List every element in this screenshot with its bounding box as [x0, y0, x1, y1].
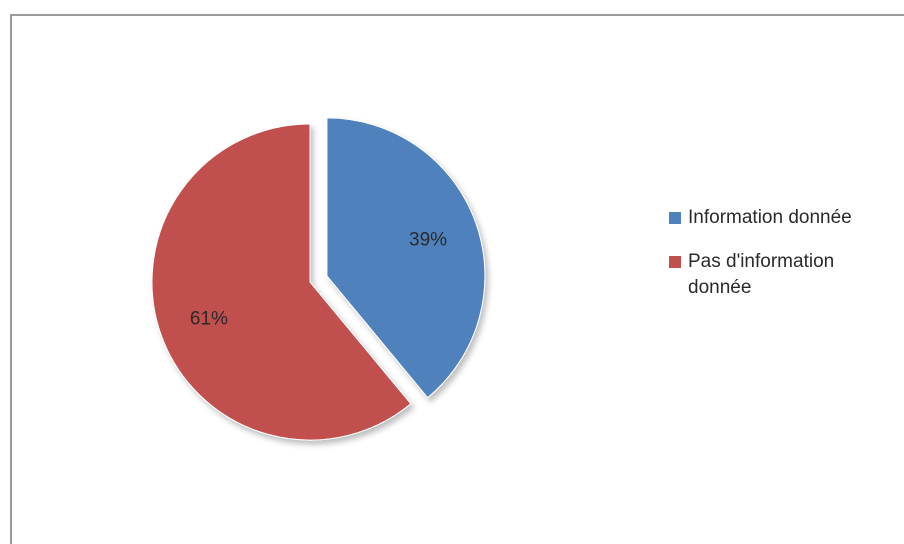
data-label-information-donnee: 39% [409, 230, 447, 251]
legend-label: Information donnée [688, 207, 852, 228]
legend-item-information-donnee: Information donnée [665, 205, 904, 231]
data-label-pas-d-information-donnee: 61% [190, 308, 228, 329]
legend-item-pas-d-information-donnee: Pas d'information donnée [665, 249, 888, 301]
legend-label: Pas d'information donnée [688, 251, 835, 298]
pie-slice-pas-d-information-donnee [151, 123, 412, 441]
chart-legend: Information donnée Pas d'information don… [665, 205, 904, 319]
legend-swatch-blue [669, 212, 681, 224]
legend-swatch-red [669, 256, 681, 268]
pie-slice-information-donnee [326, 117, 486, 399]
